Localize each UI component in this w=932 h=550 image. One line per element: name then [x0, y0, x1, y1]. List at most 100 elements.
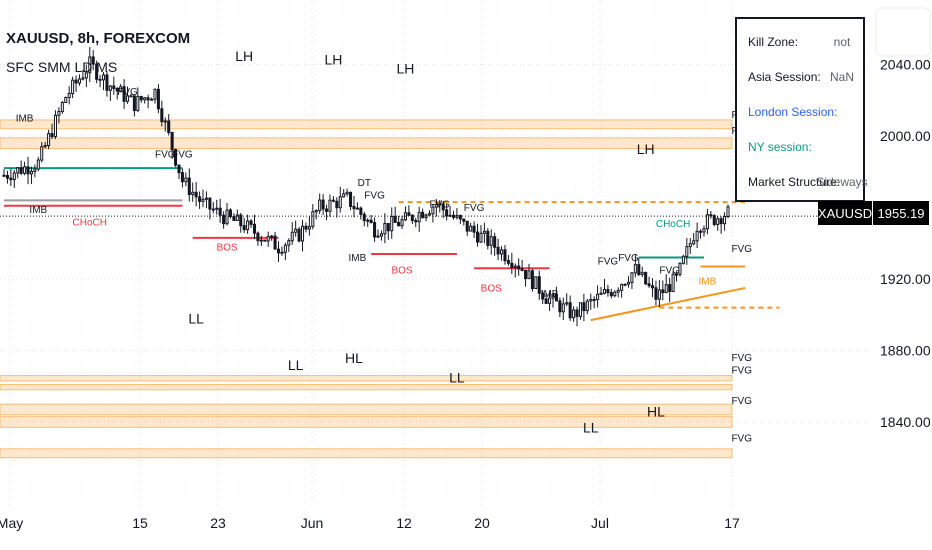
candle: [489, 229, 493, 255]
candle-body-up: [119, 86, 123, 92]
smc-label: IMB: [541, 289, 559, 300]
candle: [633, 254, 637, 278]
candle-body-up: [36, 159, 40, 170]
candle: [191, 182, 195, 202]
fvg-zone: [0, 416, 733, 428]
x-tick-label: 23: [210, 515, 226, 531]
candle: [204, 191, 208, 209]
candle: [719, 216, 723, 234]
candle: [163, 117, 167, 132]
candle-body-up: [427, 213, 432, 216]
candle: [307, 216, 311, 236]
candle-body-up: [12, 172, 16, 181]
candle: [479, 225, 483, 243]
candle-body-down: [249, 220, 253, 225]
candle: [702, 225, 706, 237]
candle-body-up: [259, 239, 263, 242]
candle: [613, 290, 617, 298]
candle-body-down: [256, 232, 260, 242]
candle-body-down: [369, 219, 373, 224]
candle-body-up: [163, 120, 167, 123]
candle-body-down: [517, 265, 521, 270]
candle: [98, 75, 102, 88]
smc-label: LH: [397, 60, 415, 76]
candle-body-up: [101, 74, 106, 81]
candle-body-up: [602, 289, 606, 294]
candle-body-up: [527, 270, 531, 280]
candle-body-down: [297, 228, 301, 242]
smc-label: FVG: [618, 253, 639, 264]
fvg-zone: [0, 375, 733, 382]
info-row-label: NY session:: [748, 140, 812, 154]
candle: [246, 214, 250, 234]
candle-body-up: [633, 264, 637, 274]
candle-body-down: [465, 220, 469, 232]
candle-body-down: [352, 205, 356, 210]
candle-body-down: [520, 268, 524, 271]
candle-body-up: [280, 251, 284, 254]
candle: [520, 259, 524, 272]
indicator-title[interactable]: SFC SMM LD MS: [6, 59, 117, 75]
smc-label: HL: [345, 350, 363, 366]
corner-widget[interactable]: [875, 7, 931, 57]
candle-body-up: [438, 203, 442, 206]
candle: [218, 198, 222, 223]
candle: [534, 276, 538, 290]
smc-label: DT: [358, 178, 371, 189]
candle-body-up: [81, 77, 85, 80]
candle: [551, 290, 555, 308]
info-row-label: Asia Session:: [748, 70, 821, 84]
candle: [431, 203, 435, 223]
smc-label: FVG: [429, 200, 450, 211]
candle: [616, 287, 620, 298]
candle: [675, 271, 679, 282]
candle: [445, 203, 449, 221]
candle: [84, 64, 88, 88]
candle: [112, 76, 116, 95]
smc-label: FVG: [731, 244, 752, 255]
candle-body-up: [53, 114, 57, 138]
candle-body-down: [26, 166, 30, 175]
candle-body-down: [2, 174, 6, 177]
candle-body-up: [88, 56, 92, 74]
candle-body-up: [678, 262, 682, 275]
candle-body-up: [613, 291, 617, 297]
candle-body-down: [609, 292, 613, 297]
candle: [441, 201, 445, 219]
candle: [91, 50, 95, 71]
candle-body-up: [390, 216, 394, 232]
smc-label: IMB: [699, 276, 717, 287]
candle-body-down: [174, 148, 178, 166]
candle-body-down: [414, 220, 418, 223]
candle: [568, 295, 572, 321]
candle-body-down: [537, 276, 541, 294]
candle-body-down: [160, 108, 164, 123]
candle: [228, 208, 232, 219]
smc-label: LL: [583, 420, 599, 436]
candle: [654, 280, 658, 306]
candle-body-up: [129, 95, 133, 98]
candle-body-down: [198, 196, 202, 202]
candle: [527, 263, 531, 280]
candle: [506, 254, 510, 266]
candle-body-down: [709, 214, 713, 217]
candle-body-down: [719, 218, 723, 225]
candle: [510, 252, 514, 274]
candle-body-up: [307, 225, 311, 230]
candle-body-down: [263, 239, 267, 242]
candle-body-up: [60, 101, 64, 113]
x-tick-label: 15: [132, 515, 148, 531]
candle: [132, 95, 136, 117]
candle: [726, 204, 730, 219]
candle-body-down: [222, 214, 226, 225]
candle-body-up: [479, 232, 483, 243]
candle: [678, 262, 682, 277]
candle: [290, 222, 294, 245]
candle: [565, 293, 569, 307]
candle-body-up: [702, 228, 706, 233]
candle: [592, 296, 596, 309]
candle-body-up: [657, 289, 661, 300]
candle: [26, 156, 30, 185]
